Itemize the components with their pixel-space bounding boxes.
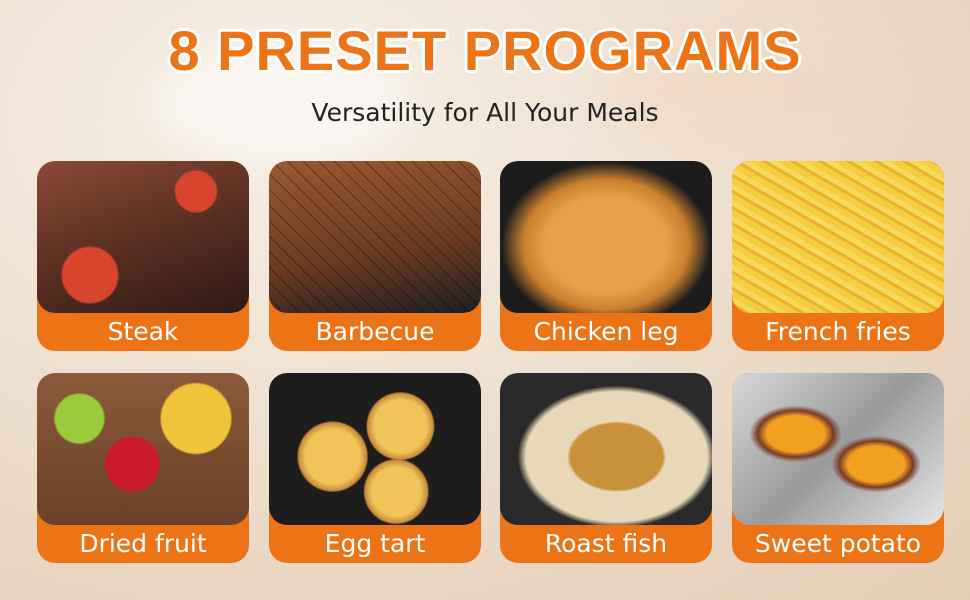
egg-tart-photo (269, 373, 481, 525)
roast-fish-photo (500, 373, 712, 525)
background-blur (150, 40, 410, 160)
program-card-dried-fruit: Dried fruit (37, 373, 249, 563)
program-label: Barbecue (315, 317, 435, 346)
dried-fruit-photo (37, 373, 249, 525)
program-card-egg-tart: Egg tart (269, 373, 481, 563)
page-title: 8 PRESET PROGRAMS (168, 19, 802, 82)
page-subtitle: Versatility for All Your Meals (311, 98, 659, 127)
program-card-french-fries: French fries (732, 161, 944, 351)
program-card-sweet-potato: Sweet potato (732, 373, 944, 563)
background-blur (600, 20, 900, 160)
program-label: Roast fish (544, 529, 668, 558)
program-label: French fries (765, 317, 911, 346)
program-label: Steak (107, 317, 179, 346)
french-fries-photo (732, 161, 944, 313)
sweet-potato-photo (732, 373, 944, 525)
program-label: Sweet potato (754, 529, 922, 558)
program-card-roast-fish: Roast fish (500, 373, 712, 563)
program-label: Egg tart (324, 529, 426, 558)
program-card-chicken-leg: Chicken leg (500, 161, 712, 351)
program-label: Chicken leg (533, 317, 679, 346)
steak-photo (37, 161, 249, 313)
program-card-barbecue: Barbecue (269, 161, 481, 351)
program-label: Dried fruit (79, 529, 207, 558)
barbecue-skewers-photo (269, 161, 481, 313)
program-card-steak: Steak (37, 161, 249, 351)
fried-chicken-photo (500, 161, 712, 313)
